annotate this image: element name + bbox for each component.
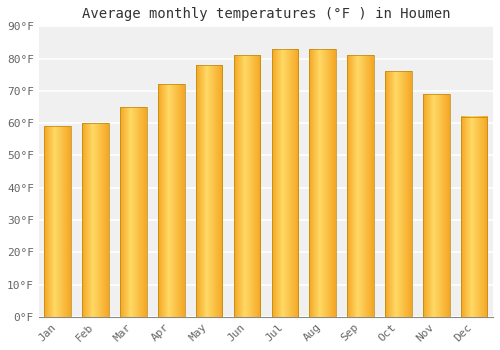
Bar (234, 55, 260, 317)
Bar (272, 49, 298, 317)
Title: Average monthly temperatures (°F ) in Houmen: Average monthly temperatures (°F ) in Ho… (82, 7, 450, 21)
Bar (423, 94, 450, 317)
Bar (158, 84, 184, 317)
Bar (82, 123, 109, 317)
Bar (461, 117, 487, 317)
Bar (385, 71, 411, 317)
Bar (348, 55, 374, 317)
Bar (310, 49, 336, 317)
Bar (44, 126, 71, 317)
Bar (196, 65, 222, 317)
Bar (120, 107, 146, 317)
